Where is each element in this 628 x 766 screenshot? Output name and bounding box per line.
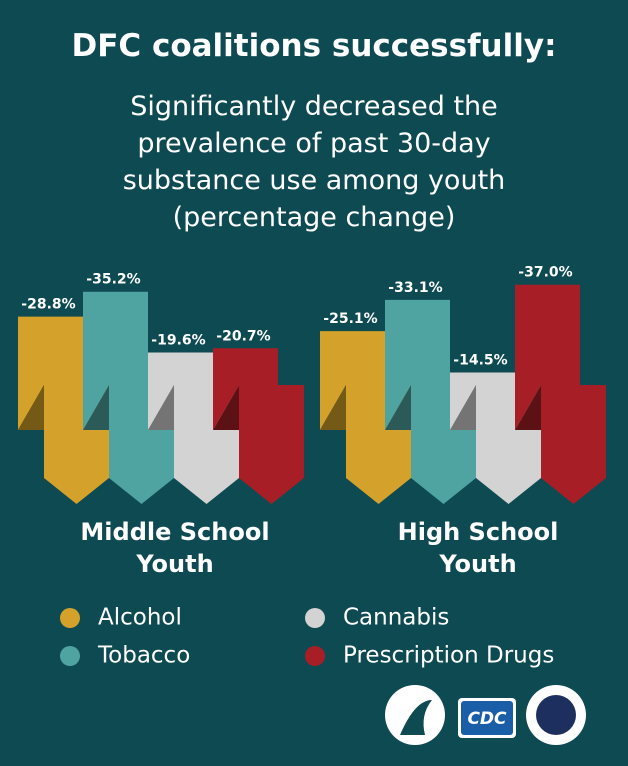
bar-fold bbox=[148, 385, 174, 430]
bar-fold bbox=[320, 385, 346, 430]
cdc-logo-text: CDC bbox=[467, 709, 507, 729]
legend-swatch bbox=[60, 608, 80, 628]
bar-fold bbox=[83, 385, 109, 430]
bar bbox=[18, 316, 83, 430]
hhs-emblem bbox=[400, 700, 432, 735]
legend-label: Cannabis bbox=[343, 605, 449, 631]
legend-swatch bbox=[305, 608, 325, 628]
value-label: -35.2% bbox=[86, 272, 140, 288]
chart-title: DFC coalitions successfully: bbox=[71, 28, 557, 64]
ondcp-seal-inner bbox=[536, 695, 576, 735]
bar bbox=[450, 372, 515, 430]
bar-fold bbox=[213, 385, 239, 430]
bar bbox=[320, 331, 385, 430]
bar bbox=[148, 352, 213, 430]
bar bbox=[385, 299, 450, 430]
bar-fold bbox=[385, 385, 411, 430]
value-label: -25.1% bbox=[323, 311, 377, 327]
bar-fold bbox=[515, 385, 541, 430]
bar-fold bbox=[18, 385, 44, 430]
group-label: High School Youth bbox=[397, 518, 559, 578]
bar bbox=[83, 291, 148, 430]
group-label: Middle School Youth bbox=[80, 518, 270, 578]
legend-label: Tobacco bbox=[97, 643, 190, 669]
bar-fold bbox=[450, 385, 476, 430]
logos: CDC bbox=[385, 685, 586, 745]
value-label: -28.8% bbox=[21, 297, 75, 313]
bar-lower bbox=[541, 385, 606, 504]
legend-swatch bbox=[60, 646, 80, 666]
legend-swatch bbox=[305, 646, 325, 666]
legend-label: Prescription Drugs bbox=[343, 643, 554, 669]
value-label: -33.1% bbox=[388, 280, 442, 296]
chart-subtitle: Significantly decreased the prevalence o… bbox=[122, 91, 506, 233]
value-label: -37.0% bbox=[518, 265, 572, 281]
legend-label: Alcohol bbox=[98, 605, 182, 631]
bar bbox=[515, 284, 580, 430]
cdc-logo bbox=[461, 701, 513, 735]
value-label: -19.6% bbox=[151, 333, 205, 349]
bar-lower bbox=[239, 385, 304, 504]
bar bbox=[213, 348, 278, 430]
value-label: -20.7% bbox=[216, 328, 270, 344]
value-label: -14.5% bbox=[453, 352, 507, 368]
